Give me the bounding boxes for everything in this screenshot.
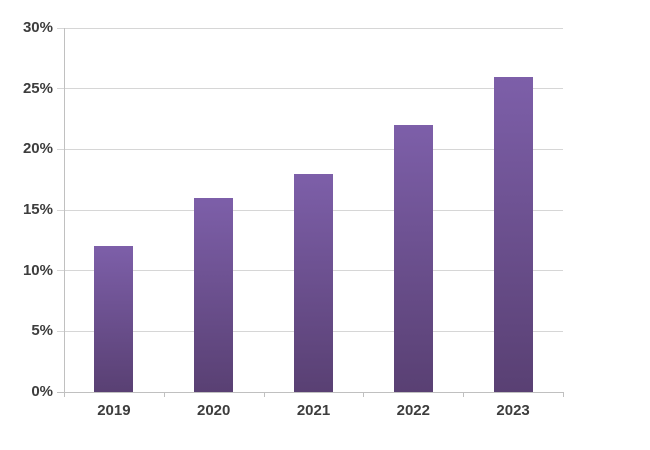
x-axis-tick — [463, 392, 465, 397]
y-tick-label-10%: 10% — [22, 261, 53, 279]
x-tick-label-2023: 2023 — [496, 402, 530, 419]
bar-2019 — [94, 246, 134, 392]
y-axis-line — [64, 28, 65, 397]
y-tick-label-30%: 30% — [22, 19, 53, 36]
x-tick-label-2019: 2019 — [97, 402, 131, 419]
x-axis-tick — [163, 392, 165, 397]
x-axis-tick — [363, 392, 365, 397]
y-tick-label-0%: 0% — [31, 383, 53, 400]
x-tick-label-2020: 2020 — [197, 402, 231, 419]
bar-2021 — [294, 173, 333, 392]
gridline-25% — [57, 88, 563, 90]
x-axis-tick — [563, 392, 564, 397]
gridline-0% — [57, 391, 563, 393]
y-tick-label-5%: 5% — [31, 322, 53, 340]
gridline-20% — [57, 148, 563, 150]
bar-2023 — [493, 76, 533, 392]
x-tick-label-2022: 2022 — [396, 402, 430, 419]
x-tick-label-2021: 2021 — [296, 402, 331, 419]
bar-2020 — [194, 197, 234, 392]
y-tick-label-25%: 25% — [22, 79, 53, 97]
bar-2022 — [393, 125, 433, 392]
x-axis-tick — [263, 392, 265, 397]
y-tick-label-20%: 20% — [22, 140, 53, 158]
plot-area — [57, 27, 563, 393]
x-axis-tick — [64, 392, 65, 397]
y-tick-label-15%: 15% — [22, 201, 53, 218]
gridline-30% — [57, 27, 563, 29]
